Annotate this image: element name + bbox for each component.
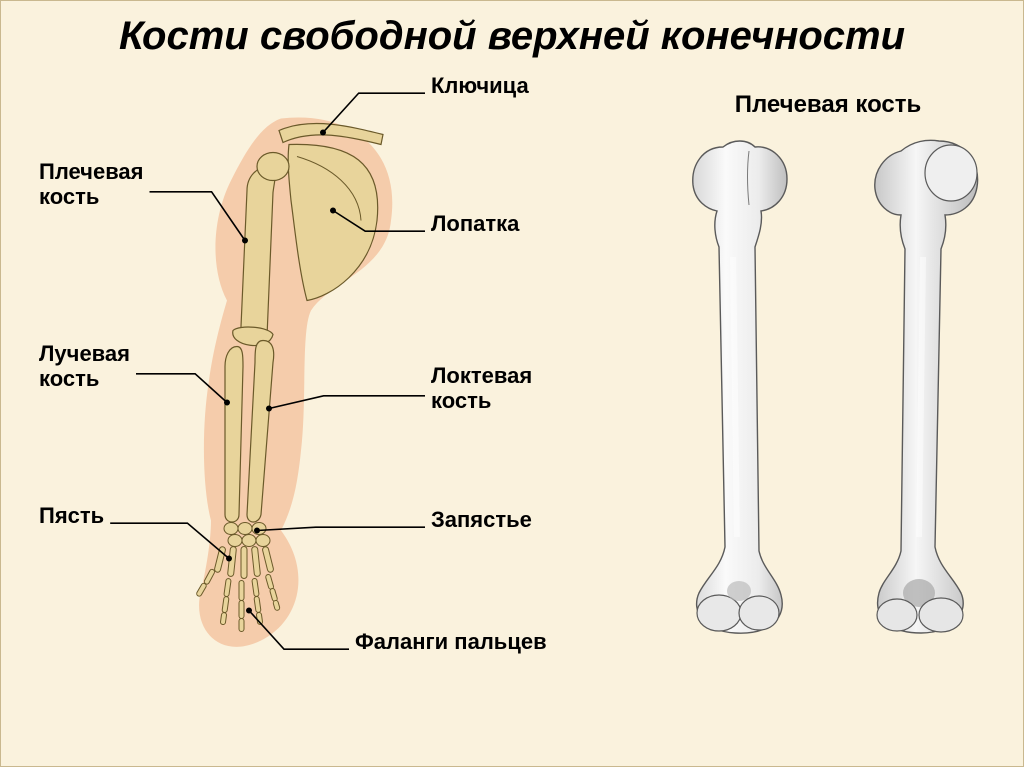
leader-dot-humerus xyxy=(243,238,247,242)
leader-ulna xyxy=(269,396,425,409)
leader-lines xyxy=(110,93,425,649)
arm-silhouette xyxy=(199,117,392,646)
content-area: Ключица Плечеваякость Лопатка Лучеваякость Л… xyxy=(1,63,1023,698)
arm-diagram: Ключица Плечеваякость Лопатка Лучеваякость Л… xyxy=(11,63,631,698)
elbow-joint xyxy=(233,327,273,346)
leader-dot-radius xyxy=(225,400,229,404)
bone-radius xyxy=(225,347,243,523)
label-humerus: Плечеваякость xyxy=(39,159,144,210)
leader-phalanges xyxy=(249,611,349,650)
leader-clavicle xyxy=(323,93,425,132)
leader-dot-phalanges xyxy=(247,608,251,612)
bone-scapula-ridge xyxy=(297,157,361,221)
bone-metacarpals xyxy=(214,546,274,578)
page-title: Кости свободной верхней конечности xyxy=(1,1,1023,63)
leader-metacarp xyxy=(110,523,229,558)
leader-dot-ulna xyxy=(267,406,271,410)
humerus-panel: Плечевая кость xyxy=(641,63,1015,698)
bone-humerus xyxy=(241,167,276,343)
bone-ulna xyxy=(247,341,274,523)
bone-clavicle xyxy=(279,123,383,144)
label-phalanges: Фаланги пальцев xyxy=(355,629,547,654)
page: Кости свободной верхней конечности xyxy=(0,0,1024,767)
leader-dot-scapula xyxy=(331,208,335,212)
humerus-subtitle: Плечевая кость xyxy=(641,91,1015,119)
label-metacarp: Пясть xyxy=(39,503,104,528)
humerus-posterior xyxy=(843,127,993,647)
bone-carpals xyxy=(224,523,270,547)
label-radius: Лучеваякость xyxy=(39,341,130,392)
label-carpus: Запястье xyxy=(431,507,532,532)
label-clavicle: Ключица xyxy=(431,73,529,98)
bone-phalanges xyxy=(196,568,280,631)
leader-dot-metacarp xyxy=(227,556,231,560)
leader-dot-clavicle xyxy=(321,130,325,134)
label-scapula: Лопатка xyxy=(431,211,519,236)
arm-diagram-panel: Ключица Плечеваякость Лопатка Лучеваякость Л… xyxy=(11,63,631,698)
humerus-area xyxy=(641,127,1015,667)
leader-humerus xyxy=(150,192,246,241)
leader-carpus xyxy=(257,527,425,530)
leader-radius xyxy=(136,374,227,403)
label-ulna: Локтеваякость xyxy=(431,363,532,414)
humerus-head xyxy=(257,153,289,181)
bone-scapula xyxy=(288,144,378,300)
leader-dot-carpus xyxy=(255,528,259,532)
humerus-anterior xyxy=(663,127,813,647)
leader-scapula xyxy=(333,211,425,232)
